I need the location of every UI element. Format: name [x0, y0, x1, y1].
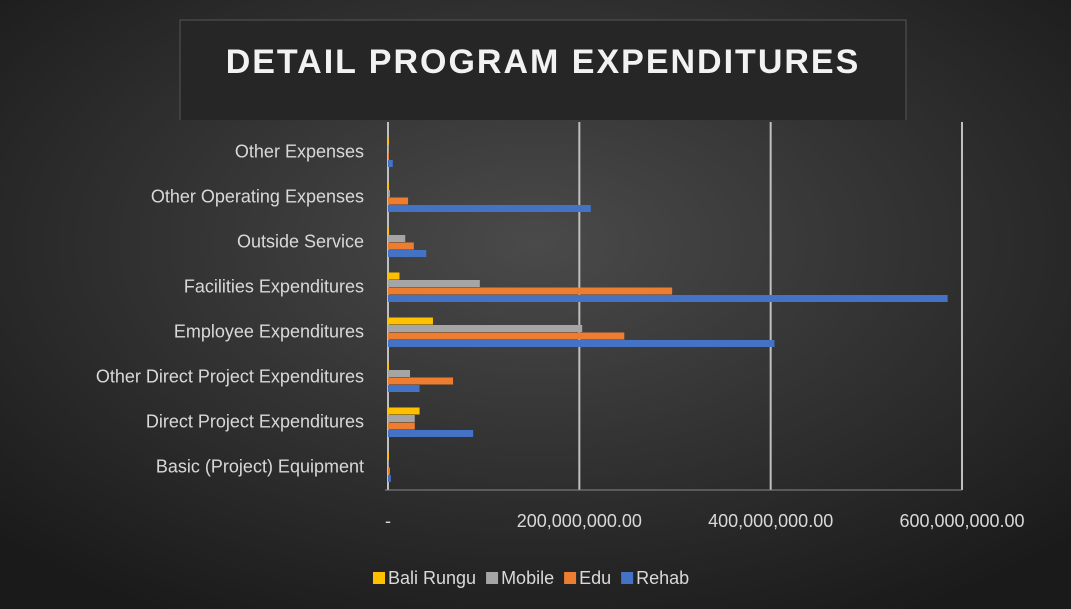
bar	[388, 422, 415, 430]
title-box	[179, 19, 907, 120]
bar	[388, 362, 389, 370]
y-tick-label: Outside Service	[237, 231, 364, 251]
bar	[388, 160, 393, 167]
y-tick-label: Basic (Project) Equipment	[156, 456, 364, 476]
y-tick-label: Direct Project Expenditures	[146, 411, 364, 431]
bar	[388, 325, 583, 332]
legend-label: Mobile	[501, 568, 554, 588]
bar	[388, 242, 414, 250]
x-tick-label: 400,000,000.00	[708, 511, 833, 531]
bar	[388, 205, 591, 212]
bar	[388, 137, 389, 145]
y-tick-label: Other Expenses	[235, 141, 364, 161]
bar	[388, 152, 389, 160]
bar	[388, 370, 411, 377]
bar	[388, 407, 420, 415]
bar	[388, 475, 391, 482]
legend-label: Edu	[579, 568, 611, 588]
bar	[388, 272, 400, 280]
legend-swatch	[486, 572, 499, 584]
x-tick-label: 200,000,000.00	[517, 511, 642, 531]
legend-swatch	[564, 572, 577, 584]
y-tick-label: Other Direct Project Expenditures	[96, 366, 364, 386]
bar	[388, 190, 390, 197]
legend-swatch	[373, 572, 385, 584]
bar	[388, 467, 390, 475]
bar	[388, 250, 427, 257]
bar	[388, 430, 474, 437]
y-tick-label: Employee Expenditures	[174, 321, 364, 341]
bar	[388, 287, 673, 295]
legend-label: Bali Rungu	[388, 568, 476, 588]
legend-label: Rehab	[636, 568, 689, 588]
bar	[388, 332, 625, 340]
bar	[388, 182, 389, 190]
bar	[388, 280, 480, 287]
y-tick-label: Other Operating Expenses	[151, 186, 364, 206]
bar	[388, 235, 406, 242]
legend-swatch	[621, 572, 634, 584]
bar	[388, 340, 775, 347]
bar	[388, 452, 389, 460]
bar	[388, 317, 433, 325]
bar	[388, 227, 389, 235]
bar	[388, 385, 420, 392]
x-tick-label: 600,000,000.00	[899, 511, 1024, 531]
bar	[388, 295, 948, 302]
bar	[388, 145, 389, 152]
bar	[388, 415, 415, 422]
y-tick-label: Facilities Expenditures	[184, 276, 364, 296]
x-tick-label: -	[385, 511, 391, 531]
bar	[388, 197, 409, 205]
bar	[388, 377, 454, 385]
bar	[388, 460, 389, 467]
chart-title: DETAIL PROGRAM EXPENDITURES	[226, 43, 861, 81]
